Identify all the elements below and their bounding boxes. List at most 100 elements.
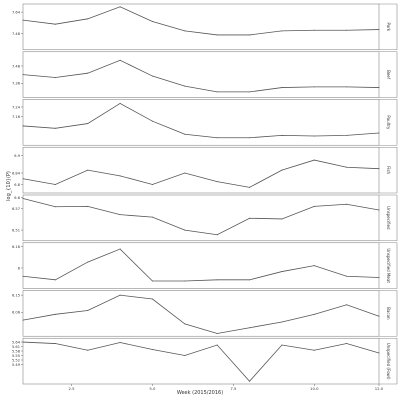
data-point (151, 216, 153, 218)
data-point (346, 275, 348, 277)
x-axis-label: Week (2015/2016) (177, 390, 223, 396)
data-point (151, 349, 153, 351)
data-point (87, 309, 89, 311)
data-point (216, 333, 218, 335)
data-point (313, 29, 315, 31)
data-point (378, 29, 380, 31)
panel-frame (22, 99, 380, 146)
y-tick-label: 7.48 (12, 32, 21, 36)
data-point (119, 59, 121, 61)
data-point (249, 91, 251, 93)
data-point (249, 217, 251, 219)
data-point (281, 321, 283, 323)
series-line (22, 198, 380, 236)
panel-frame (22, 290, 380, 337)
data-point (119, 6, 121, 8)
data-point (87, 18, 89, 20)
series-line (22, 159, 380, 188)
data-point (281, 134, 283, 136)
y-tick-label: 6.51 (12, 228, 20, 232)
panel-frame (22, 242, 380, 289)
series-line (22, 341, 380, 382)
y-tick-label: 6.6 (14, 196, 20, 200)
data-point (346, 304, 348, 306)
data-point (216, 234, 218, 236)
series-line (22, 248, 380, 282)
data-point (151, 120, 153, 122)
panel-frame (22, 51, 380, 98)
data-point (281, 87, 283, 89)
data-point (87, 261, 89, 263)
data-point (54, 184, 56, 186)
y-tick-label: 6.8 (14, 183, 20, 187)
data-point (378, 352, 380, 354)
data-point (378, 132, 380, 134)
series-line (22, 102, 380, 139)
panel-frame (22, 337, 380, 385)
panel-label: Fish (386, 166, 391, 174)
data-point (119, 214, 121, 216)
data-point (313, 135, 315, 137)
data-point (151, 298, 153, 300)
x-tick-label: 2.5 (69, 386, 76, 391)
data-point (22, 197, 24, 199)
data-point (281, 271, 283, 273)
data-point (249, 34, 251, 36)
data-point (22, 125, 24, 127)
data-point (22, 19, 24, 21)
y-tick-label: 6.9 (14, 154, 20, 158)
data-point (184, 229, 186, 231)
data-point (87, 123, 89, 125)
series-line (22, 6, 380, 36)
data-point (249, 279, 251, 281)
data-point (119, 248, 121, 250)
data-point (54, 77, 56, 79)
data-point (54, 313, 56, 315)
data-point (54, 343, 56, 345)
data-point (346, 166, 348, 168)
data-point (22, 275, 24, 277)
data-point (216, 91, 218, 93)
data-point (87, 169, 89, 171)
data-point (346, 134, 348, 136)
y-tick-label: 6.57 (12, 207, 20, 211)
data-point (313, 349, 315, 351)
data-point (151, 75, 153, 77)
data-point (22, 341, 24, 343)
y-tick-label: 5.49 (12, 363, 21, 367)
data-point (346, 203, 348, 205)
y-tick-label: 6 (18, 266, 21, 270)
data-point (216, 137, 218, 139)
data-point (54, 127, 56, 129)
data-point (22, 178, 24, 180)
panel-label: Beef (386, 70, 391, 80)
data-point (119, 175, 121, 177)
panel-label: Unspecified Meat (386, 248, 391, 283)
data-point (378, 315, 380, 317)
data-point (119, 102, 121, 104)
data-point (249, 327, 251, 329)
data-point (281, 218, 283, 220)
y-tick-label: 7.64 (12, 10, 21, 14)
data-point (249, 137, 251, 139)
y-tick-label: 5.52 (12, 358, 20, 362)
data-point (378, 276, 380, 278)
data-point (151, 280, 153, 282)
data-point (54, 23, 56, 25)
data-point (184, 133, 186, 135)
y-tick-label: 5.55 (12, 354, 20, 358)
data-point (313, 313, 315, 315)
data-point (87, 72, 89, 74)
data-point (346, 343, 348, 345)
data-point (216, 279, 218, 281)
data-point (151, 184, 153, 186)
panel-label: Bacon (386, 307, 391, 320)
y-axis-label: log_{10}(P) (6, 171, 12, 201)
data-point (313, 159, 315, 161)
panel-label: Unspecified (Fowl) (386, 343, 391, 380)
panel-frame (22, 146, 380, 194)
y-tick-label: 5.64 (12, 340, 21, 344)
data-point (54, 279, 56, 281)
data-point (184, 355, 186, 357)
